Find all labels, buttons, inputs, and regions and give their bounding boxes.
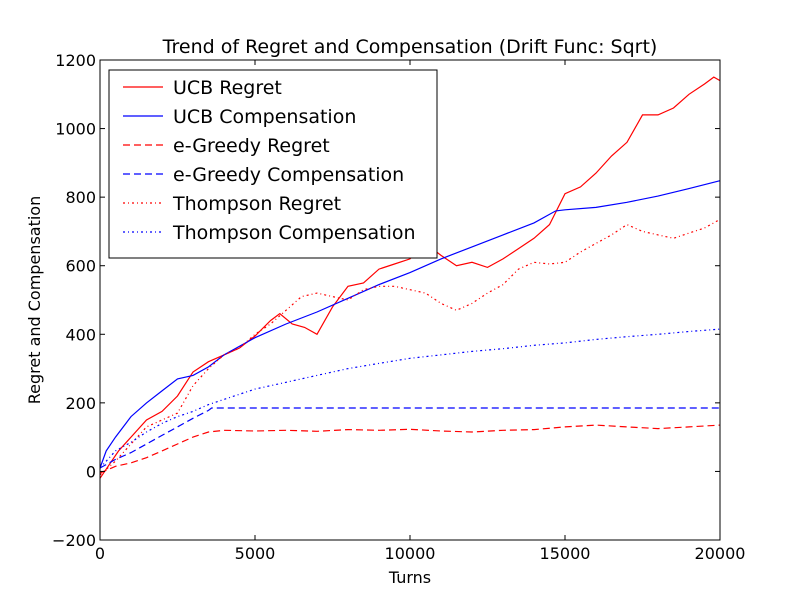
y-tick-label: 200	[65, 394, 96, 413]
x-tick-label: 5000	[235, 544, 276, 563]
series-line-e-greedy-regret	[99, 424, 721, 474]
y-tick-label: −200	[52, 531, 96, 550]
y-tick-label: 1000	[55, 120, 96, 139]
y-tick-label: 600	[65, 257, 96, 276]
legend-label: Thompson Regret	[172, 193, 341, 215]
series-layer	[99, 76, 721, 479]
series-line-ucb-regret	[99, 76, 721, 479]
y-tick-label: 1200	[55, 51, 96, 70]
x-axis-title: Turns	[388, 568, 431, 587]
x-tick-label: 0	[95, 544, 105, 563]
legend-label: e-Greedy Compensation	[173, 164, 404, 186]
x-tick-label: 15000	[540, 544, 591, 563]
plot-frame	[99, 59, 721, 541]
chart-title: Trend of Regret and Compensation (Drift …	[162, 36, 658, 58]
series-line-thompson-compensation	[99, 328, 721, 469]
legend-label: e-Greedy Regret	[173, 135, 330, 157]
legend-label: UCB Regret	[173, 77, 282, 99]
legend-label: Thompson Compensation	[172, 222, 416, 244]
series-line-ucb-compensation	[99, 180, 721, 469]
y-tick-label: 400	[65, 325, 96, 344]
y-tick-label: 0	[86, 462, 96, 481]
tick-layer: 0 5000 10000 15000 20000−2000200400600800100…	[52, 51, 745, 563]
x-tick-label: 20000	[695, 544, 746, 563]
x-tick-label: 10000	[385, 544, 436, 563]
y-tick-label: 800	[65, 188, 96, 207]
y-axis-title: Regret and Compensation	[25, 196, 44, 405]
legend: UCB Regret UCB Compensation e-Greedy Regre…	[108, 69, 438, 259]
series-line-e-greedy-compensation	[99, 407, 720, 469]
legend-box	[108, 69, 438, 259]
series-line-thompson-regret	[99, 218, 721, 476]
legend-label: UCB Compensation	[173, 106, 356, 128]
